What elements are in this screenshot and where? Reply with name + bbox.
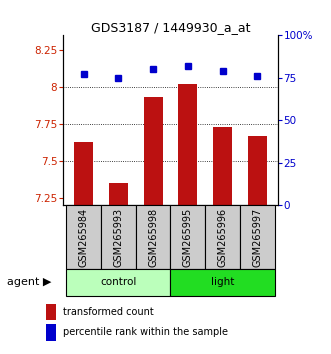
Text: percentile rank within the sample: percentile rank within the sample [63,327,227,337]
Text: light: light [211,277,234,287]
Text: control: control [100,277,137,287]
Bar [66,205,101,269]
Title: GDS3187 / 1449930_a_at: GDS3187 / 1449930_a_at [91,21,250,34]
Text: GSM265998: GSM265998 [148,207,158,267]
Bar [109,183,128,205]
Bar [170,269,275,296]
Bar [248,136,267,205]
Bar [136,205,170,269]
Text: transformed count: transformed count [63,307,153,317]
Bar [101,205,136,269]
Text: agent ▶: agent ▶ [7,277,51,287]
Text: GSM265993: GSM265993 [114,207,123,267]
Bar [74,142,93,205]
Bar [46,324,56,341]
Text: GSM265984: GSM265984 [79,207,89,267]
Text: GSM265995: GSM265995 [183,207,193,267]
Bar [144,97,163,205]
Bar [240,205,275,269]
Bar [213,127,232,205]
Text: GSM265997: GSM265997 [252,207,262,267]
Bar [46,304,56,320]
Bar [205,205,240,269]
Text: GSM265996: GSM265996 [217,207,227,267]
Bar [178,84,197,205]
Bar [170,205,205,269]
Bar [66,269,170,296]
